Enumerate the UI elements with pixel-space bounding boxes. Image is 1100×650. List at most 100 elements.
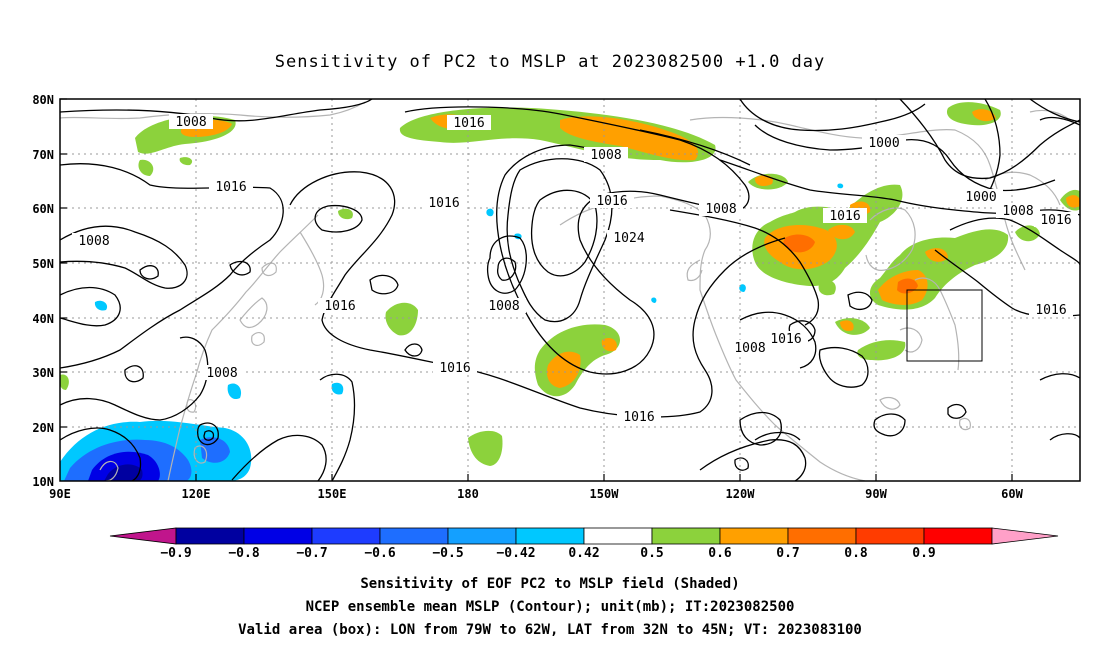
colorbar-segment: [175, 527, 245, 545]
contour-label: 1016: [433, 360, 477, 376]
contour-label: 1000: [862, 135, 906, 151]
contour-label: 1008: [728, 340, 772, 356]
caption: Sensitivity of EOF PC2 to MSLP field (Sh…: [238, 576, 862, 638]
colorbar-segment: [855, 527, 925, 545]
contour-label: 1024: [607, 230, 651, 246]
svg-text:1016: 1016: [829, 209, 860, 224]
colorbar-label: −0.6: [364, 546, 395, 561]
lon-label: 90E: [49, 487, 71, 501]
colorbar-label: −0.9: [160, 546, 191, 561]
svg-text:1000: 1000: [965, 190, 996, 205]
contour-label: 1000: [959, 189, 1003, 205]
colorbar-label: −0.8: [228, 546, 259, 561]
lat-label: 30N: [32, 366, 54, 380]
map-field: 1008 1016 1016 1008 1000 1008 1000 1008 …: [60, 99, 1080, 481]
contour-label: 1016: [1029, 302, 1073, 318]
svg-text:1008: 1008: [1002, 204, 1033, 219]
lat-label: 50N: [32, 257, 54, 271]
colorbar-label: 0.7: [776, 546, 799, 561]
lat-label: 70N: [32, 148, 54, 162]
contour-label: 1016: [209, 179, 253, 195]
contour-labels: 1008 1016 1016 1008 1000 1008 1000 1008 …: [72, 114, 1078, 425]
contour-label: 1008: [996, 203, 1040, 219]
colorbar-segment: [651, 527, 721, 545]
svg-text:1016: 1016: [439, 361, 470, 376]
svg-text:1016: 1016: [623, 410, 654, 425]
caption-line-valid-area: Valid area (box): LON from 79W to 62W, L…: [238, 622, 862, 638]
caption-line-shaded: Sensitivity of EOF PC2 to MSLP field (Sh…: [360, 576, 739, 592]
svg-text:1016: 1016: [770, 332, 801, 347]
grid-lines: [60, 99, 1080, 481]
lon-label: 120E: [182, 487, 211, 501]
svg-text:1016: 1016: [428, 196, 459, 211]
lon-label: 150W: [590, 487, 620, 501]
svg-text:1016: 1016: [324, 299, 355, 314]
colorbar-labels: −0.9 −0.8 −0.7 −0.6 −0.5 −0.42 0.42 0.5 …: [160, 546, 935, 561]
contour-label: 1008: [699, 201, 743, 217]
colorbar-segment: [515, 527, 585, 545]
lon-label: 90W: [865, 487, 887, 501]
contour-label: 1016: [1034, 212, 1078, 228]
colorbar-segment: [923, 527, 993, 545]
colorbar-segment: [311, 527, 381, 545]
svg-text:1016: 1016: [215, 180, 246, 195]
colorbar-label: 0.5: [640, 546, 663, 561]
colorbar-label: 0.6: [708, 546, 732, 561]
colorbar-segment: [243, 527, 313, 545]
valid-area-box: [906, 289, 983, 362]
contour-label: 1016: [318, 298, 362, 314]
colorbar-label: 0.42: [568, 546, 599, 561]
colorbar-label: −0.42: [496, 546, 535, 561]
contour-label: 1008: [169, 114, 213, 130]
svg-text:1016: 1016: [1035, 303, 1066, 318]
contour-label: 1016: [590, 193, 634, 209]
svg-text:1008: 1008: [705, 202, 736, 217]
coastlines: [60, 101, 1071, 481]
colorbar: [109, 527, 1059, 545]
lon-labels: 90E 120E 150E 180 150W 120W 90W 60W: [49, 487, 1023, 501]
lon-label: 180: [457, 487, 479, 501]
contour-label: 1008: [72, 233, 116, 249]
svg-text:1016: 1016: [596, 194, 627, 209]
contour-label: 1016: [422, 195, 466, 211]
lat-label: 60N: [32, 202, 54, 216]
contour-label: 1016: [617, 409, 661, 425]
contour-label: 1008: [482, 298, 526, 314]
svg-text:1000: 1000: [868, 136, 899, 151]
contour-label: 1016: [764, 331, 808, 347]
svg-text:1016: 1016: [453, 116, 484, 131]
colorbar-label: −0.7: [296, 546, 327, 561]
shade-positive-mid: [180, 109, 1080, 388]
colorbar-label: 0.9: [912, 546, 935, 561]
lat-label: 80N: [32, 93, 54, 107]
caption-line-contour: NCEP ensemble mean MSLP (Contour); unit(…: [306, 599, 795, 615]
colorbar-segment: [379, 527, 449, 545]
mslp-contours: [60, 99, 1080, 481]
colorbar-label: −0.5: [432, 546, 463, 561]
svg-text:1008: 1008: [488, 299, 519, 314]
map-title: Sensitivity of PC2 to MSLP at 2023082500…: [275, 52, 826, 72]
lat-ticks: [60, 98, 1013, 481]
contour-label: 1016: [823, 208, 867, 224]
svg-text:1008: 1008: [590, 148, 621, 163]
colorbar-segment: [787, 527, 857, 545]
colorbar-segment: [447, 527, 517, 545]
lon-label: 150E: [318, 487, 347, 501]
colorbar-max-arrow: [991, 527, 1059, 545]
lon-label: 120W: [726, 487, 756, 501]
svg-text:1024: 1024: [613, 231, 644, 246]
lat-label: 40N: [32, 312, 54, 326]
map-frame: [59, 98, 1081, 482]
lon-label: 60W: [1001, 487, 1023, 501]
svg-text:1008: 1008: [78, 234, 109, 249]
svg-text:1008: 1008: [206, 366, 237, 381]
svg-text:1008: 1008: [175, 115, 206, 130]
svg-text:1016: 1016: [1040, 213, 1071, 228]
lat-label: 10N: [32, 475, 54, 489]
contour-label: 1008: [200, 365, 244, 381]
colorbar-segment: [719, 527, 789, 545]
lat-label: 20N: [32, 421, 54, 435]
svg-text:1008: 1008: [734, 341, 765, 356]
contour-label: 1016: [447, 115, 491, 131]
